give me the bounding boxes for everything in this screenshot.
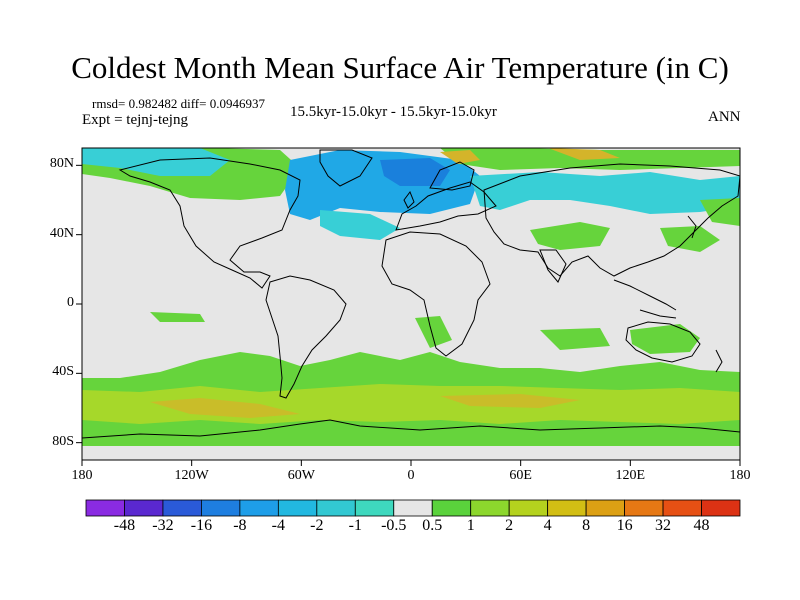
atlantic-mid-anomaly xyxy=(320,210,400,240)
south-atlantic-anomaly xyxy=(415,316,452,348)
coast-australia xyxy=(625,321,701,363)
colorbar-box xyxy=(508,499,549,517)
colorbar-box xyxy=(124,499,164,517)
lon-tick-label: 0 xyxy=(407,468,415,483)
coastlines xyxy=(82,149,740,439)
colorbar-label: -16 xyxy=(190,517,213,534)
colorbar-label: -8 xyxy=(233,517,247,534)
stats-label: rmsd= 0.982482 diff= 0.0946937 xyxy=(92,96,265,111)
colorbar-label: 1 xyxy=(466,517,475,534)
north-atlantic-core-anomaly xyxy=(380,158,450,186)
coast-antarctica xyxy=(82,419,740,439)
east-asia-positive-anomaly xyxy=(660,226,720,252)
plot-title: Coldest Month Mean Surface Air Temperatu… xyxy=(71,50,729,85)
colorbar-box xyxy=(277,499,318,517)
colorbar-box xyxy=(470,499,510,517)
colorbar-label: 8 xyxy=(582,517,591,534)
map-field xyxy=(82,148,740,460)
coast-greenland xyxy=(319,149,373,187)
colorbar-label: 32 xyxy=(655,517,672,534)
coast-new-zealand xyxy=(715,349,723,373)
colorbar-label: 2 xyxy=(505,517,514,534)
lat-tick-label: 0 xyxy=(67,295,74,310)
colorbar-boxes xyxy=(85,499,741,517)
coast-scandinavia xyxy=(429,161,475,191)
colorbar-label: -48 xyxy=(113,517,136,534)
colorbar-box xyxy=(662,499,702,517)
coast-south-america xyxy=(265,275,347,399)
coast-uk xyxy=(403,190,415,209)
eurasia-negative-anomaly xyxy=(470,172,740,214)
colorbar-box xyxy=(162,499,202,517)
coast-india xyxy=(539,249,567,283)
colorbar-box xyxy=(354,499,395,517)
colorbar-label: 16 xyxy=(616,517,633,534)
coast-north-america xyxy=(118,157,301,289)
colorbar-box xyxy=(85,499,125,517)
coast-asia xyxy=(483,163,740,277)
lon-tick-label: 60E xyxy=(509,468,532,483)
colorbar-label: 48 xyxy=(693,517,710,534)
lon-tick-label: 60W xyxy=(287,468,315,483)
colorbar-label: 4 xyxy=(543,517,552,534)
lon-tick-label: 120W xyxy=(174,468,209,483)
arctic-high-anomaly xyxy=(440,148,620,164)
colorbar-label: -0.5 xyxy=(381,517,407,534)
colorbar-box xyxy=(431,499,472,517)
colorbar-box xyxy=(585,499,625,517)
indian-anomaly-patch xyxy=(540,328,610,350)
period-label: 15.5kyr-15.0kyr - 15.5kyr-15.0kyr xyxy=(290,104,497,120)
colorbar-box xyxy=(547,499,587,517)
australia-positive-anomaly xyxy=(630,324,700,354)
colorbar-box xyxy=(316,499,356,517)
colorbar-label: -1 xyxy=(348,517,362,534)
lat-tick-label: 80N xyxy=(49,156,74,172)
lon-tick-label: 180 xyxy=(729,468,751,483)
lat-tick-label: 40S xyxy=(52,364,74,380)
colorbar-box xyxy=(239,499,279,517)
southern-ocean-high-anomaly xyxy=(150,394,580,418)
colorbar-label: -32 xyxy=(152,517,174,534)
lon-tick-label: 120E xyxy=(615,468,646,483)
lon-tick-label: 180 xyxy=(71,468,93,483)
season-label: ANN xyxy=(708,109,741,125)
colorbar-label: 0.5 xyxy=(422,517,443,534)
lat-tick-label: 80S xyxy=(52,433,74,449)
experiment-label: Expt = tejnj-tejng xyxy=(82,112,188,128)
north-america-negative-anomaly xyxy=(82,148,230,176)
colorbar-box xyxy=(701,499,741,517)
colorbar-box xyxy=(624,499,664,517)
axis-ticks xyxy=(76,164,741,466)
colorbar-box xyxy=(201,499,241,517)
asia-positive-anomaly xyxy=(530,222,610,250)
colorbar-label: -4 xyxy=(271,517,285,534)
colorbar-box xyxy=(393,499,433,517)
pacific-anomaly-patch xyxy=(150,312,205,322)
coast-japan xyxy=(687,215,697,239)
north-pacific-east-anomaly xyxy=(700,198,740,226)
coast-africa xyxy=(381,231,491,357)
coast-southeast-asia xyxy=(613,279,677,319)
colorbar-label: -2 xyxy=(310,517,324,534)
lat-tick-label: 40N xyxy=(49,225,74,241)
